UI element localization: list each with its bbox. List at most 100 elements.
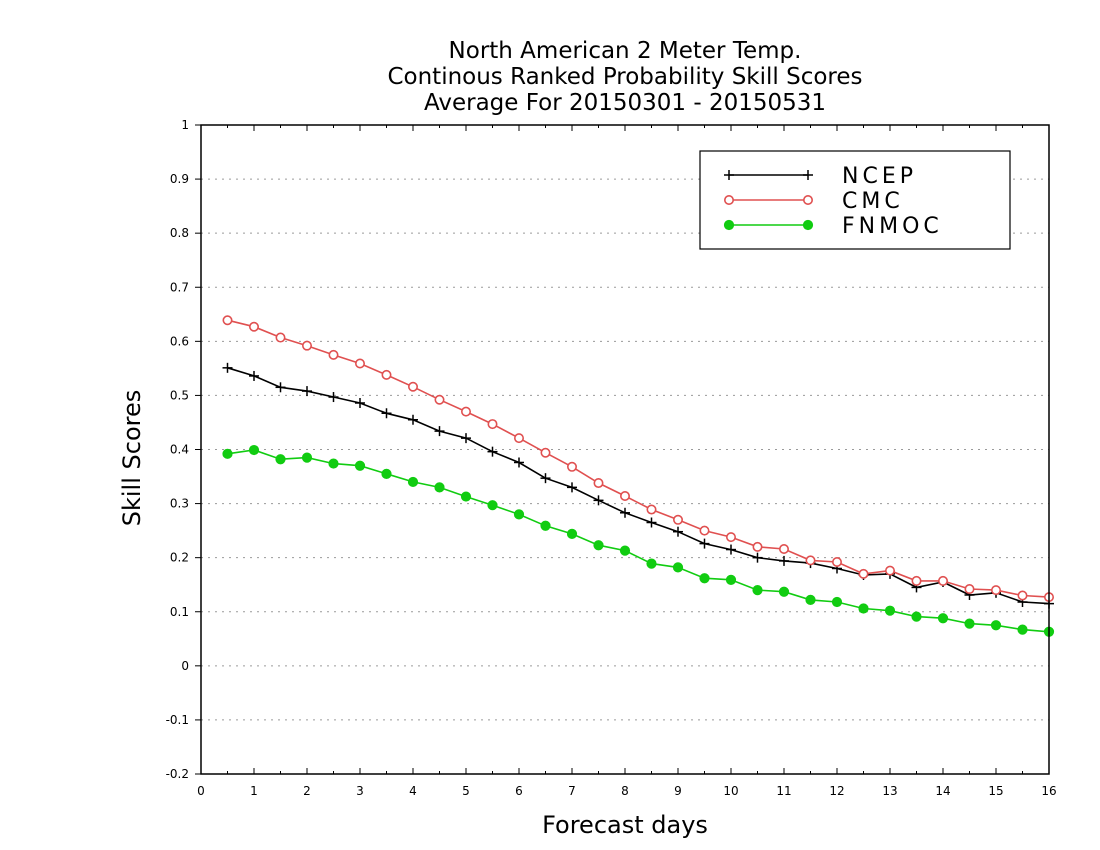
plot-series — [222, 315, 1055, 637]
x-tick-label: 8 — [621, 784, 629, 798]
data-point-ncep — [328, 392, 339, 403]
y-axis-label: Skill Scores — [118, 390, 146, 527]
data-point-ncep — [752, 552, 763, 563]
data-point-fnmoc — [937, 613, 949, 624]
data-point-ncep — [646, 517, 657, 528]
data-point-fnmoc — [593, 540, 604, 551]
x-tick-label: 5 — [462, 784, 470, 798]
legend-marker-cmc — [723, 195, 734, 206]
data-point-ncep — [222, 362, 233, 373]
data-point-fnmoc — [805, 594, 816, 605]
data-point-fnmoc — [725, 574, 737, 585]
data-point-fnmoc — [884, 605, 896, 616]
data-point-cmc — [381, 369, 392, 380]
data-point-fnmoc — [619, 545, 631, 556]
x-tick-label: 14 — [935, 784, 950, 798]
data-point-cmc — [513, 433, 524, 444]
data-point-fnmoc — [566, 528, 578, 539]
data-point-cmc — [566, 461, 577, 472]
y-tick-label: 0.6 — [170, 334, 189, 348]
data-point-ncep — [487, 446, 498, 457]
legend-label-cmc: CMC — [842, 189, 904, 214]
data-point-fnmoc — [699, 573, 710, 584]
data-point-ncep — [302, 386, 312, 397]
data-point-fnmoc — [460, 491, 472, 502]
data-point-ncep — [408, 414, 418, 425]
data-point-ncep — [514, 457, 524, 468]
y-tick-label: 0.3 — [170, 497, 189, 511]
series-line-fnmoc — [227, 449, 1050, 633]
data-point-ncep — [673, 526, 683, 537]
y-tick-label: 0.1 — [170, 605, 189, 619]
data-point-fnmoc — [434, 482, 445, 493]
x-tick-label: 16 — [1041, 784, 1056, 798]
legend-label-ncep: NCEP — [842, 164, 917, 189]
data-point-cmc — [301, 340, 312, 351]
data-point-fnmoc — [1017, 624, 1028, 635]
data-point-fnmoc — [301, 452, 313, 463]
data-point-fnmoc — [487, 500, 498, 511]
x-tick-label: 12 — [829, 784, 844, 798]
data-point-fnmoc — [407, 476, 419, 488]
data-point-cmc — [407, 381, 418, 392]
data-point-ncep — [593, 495, 604, 506]
x-tick-label: 1 — [250, 784, 258, 798]
data-point-cmc — [646, 504, 657, 515]
data-point-ncep — [381, 408, 392, 419]
data-point-ncep — [779, 555, 789, 566]
data-point-cmc — [831, 556, 842, 567]
axes: 10.90.80.70.60.50.40.30.20.10-0.1-0.20 1 2… — [166, 118, 1057, 798]
legend-marker-fnmoc — [723, 219, 735, 231]
data-point-fnmoc — [222, 448, 233, 459]
data-point-cmc — [487, 419, 498, 430]
data-point-cmc — [354, 358, 365, 369]
x-tick-label: 2 — [303, 784, 311, 798]
x-tick-label: 7 — [568, 784, 576, 798]
data-point-cmc — [911, 575, 922, 586]
data-point-cmc — [222, 315, 233, 326]
x-tick-label: 11 — [776, 784, 791, 798]
data-point-fnmoc — [248, 444, 260, 456]
data-point-fnmoc — [275, 454, 286, 465]
data-point-cmc — [805, 555, 816, 566]
data-point-fnmoc — [752, 585, 763, 596]
data-point-fnmoc — [990, 620, 1002, 631]
data-point-cmc — [540, 447, 551, 458]
x-tick-label: 13 — [882, 784, 897, 798]
y-tick-label: 0.7 — [170, 280, 189, 294]
data-point-ncep — [699, 538, 710, 549]
data-point-ncep — [461, 433, 471, 444]
data-point-cmc — [593, 478, 604, 489]
y-tick-label: 0.9 — [170, 172, 189, 186]
x-tick-label: 4 — [409, 784, 417, 798]
data-point-fnmoc — [858, 603, 869, 614]
data-point-fnmoc — [672, 562, 684, 573]
data-point-cmc — [752, 541, 763, 552]
data-point-fnmoc — [911, 611, 922, 622]
x-tick-label: 3 — [356, 784, 364, 798]
data-point-cmc — [619, 491, 630, 502]
y-tick-label: 0 — [181, 659, 189, 673]
legend-label-fnmoc: FNMOC — [842, 214, 943, 239]
y-tick-label: 0.4 — [170, 443, 189, 457]
data-point-cmc — [884, 565, 895, 576]
data-point-cmc — [275, 332, 286, 343]
series-ncep — [222, 362, 1054, 609]
data-point-cmc — [778, 544, 789, 555]
y-tick-label: 0.2 — [170, 551, 189, 565]
y-tick-label: 0.5 — [170, 388, 189, 402]
data-point-cmc — [1017, 590, 1028, 601]
y-tick-label: 0.8 — [170, 226, 189, 240]
data-point-cmc — [725, 532, 736, 543]
data-point-fnmoc — [354, 460, 366, 471]
y-tick-label: 1 — [181, 118, 189, 132]
data-point-fnmoc — [778, 586, 790, 597]
legend-marker-ncep — [724, 170, 734, 180]
data-point-cmc — [990, 585, 1001, 596]
series-line-cmc — [227, 319, 1050, 598]
x-tick-label: 15 — [988, 784, 1003, 798]
plot-frame — [200, 124, 1050, 775]
chart-title-line-3: Average For 20150301 - 20150531 — [424, 90, 826, 116]
gridlines — [201, 178, 1049, 721]
x-tick-label: 0 — [197, 784, 205, 798]
